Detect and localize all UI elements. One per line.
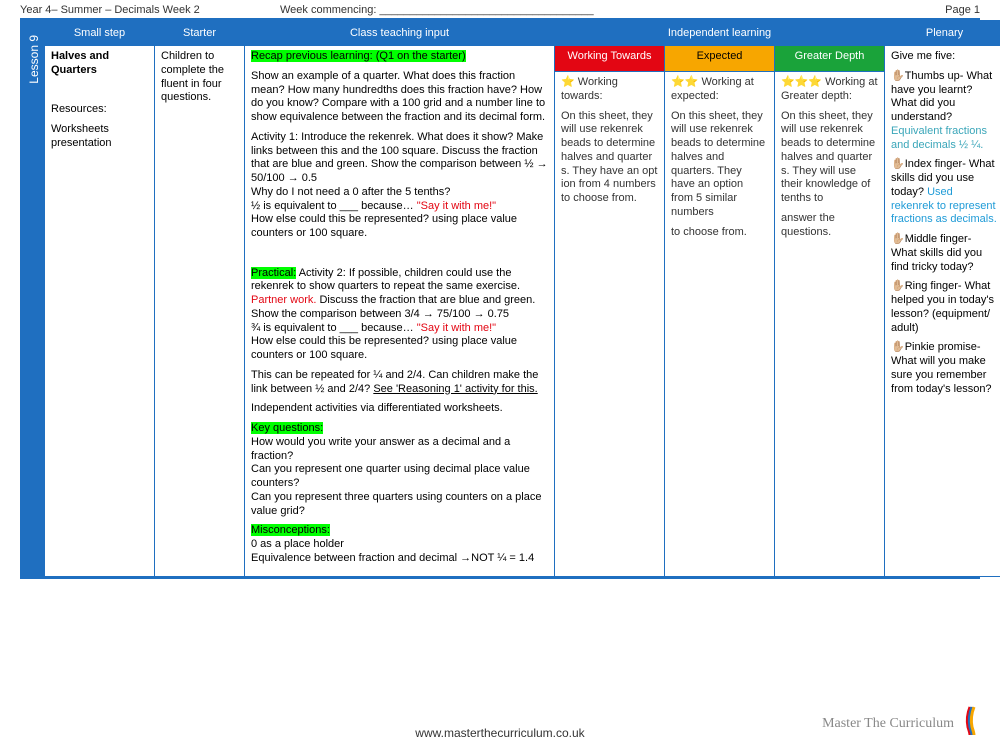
- input-p5: Independent activities via differentiate…: [251, 402, 548, 416]
- class-input-cell: Recap previous learning: (Q1 on the star…: [245, 46, 555, 577]
- mis-highlight: Misconceptions:: [251, 524, 330, 536]
- input-p4: This can be repeated for ¼ and 2/4. Can …: [251, 369, 548, 397]
- starter-cell: Children to complete the fluent in four …: [155, 46, 245, 577]
- lesson-label: Lesson 9: [27, 27, 41, 92]
- plan-table-wrap: Lesson 9 Small step Starter Class teachi…: [20, 18, 980, 579]
- week-line: ___________________________________: [379, 4, 593, 16]
- kq-highlight: Key questions:: [251, 422, 323, 434]
- col-plenary: Plenary: [885, 21, 1000, 46]
- plenary-cell: Give me five: ✋🏼Thumbs up- What have you…: [885, 46, 1000, 577]
- brand-logo-icon: [960, 705, 980, 742]
- brand-text: Master The Curriculum: [822, 716, 954, 732]
- page-header: Year 4– Summer – Decimals Week 2 Week co…: [0, 0, 1000, 18]
- small-step-cell: Halves and Quarters Resources: Worksheet…: [45, 46, 155, 577]
- plenary-intro: Give me five:: [891, 50, 998, 64]
- col-class-input: Class teaching input: [245, 21, 555, 46]
- gd-cell: ⭐⭐⭐ Working at Greater depth: On this sh…: [775, 72, 885, 576]
- header-row: Lesson 9 Small step Starter Class teachi…: [23, 21, 1000, 46]
- exp-cell: ⭐⭐ Working at expected: On this sheet, t…: [665, 72, 775, 576]
- recap-highlight: Recap previous learning: (Q1 on the star…: [251, 50, 466, 62]
- week-label: Week commencing:: [280, 4, 376, 16]
- input-p1: Show an example of a quarter. What does …: [251, 70, 548, 125]
- plenary-ring: ✋🏼Ring finger- What helped you in today'…: [891, 280, 998, 335]
- input-p2: Activity 1: Introduce the rekenrek. What…: [251, 131, 548, 241]
- header-left: Year 4– Summer – Decimals Week 2: [20, 4, 280, 16]
- brand: Master The Curriculum: [822, 705, 980, 742]
- small-step-title: Halves and Quarters: [51, 50, 148, 78]
- col-starter: Starter: [155, 21, 245, 46]
- plenary-middle: ✋🏼Middle finger- What skills did you fin…: [891, 233, 998, 274]
- resources-body: Worksheets presentation: [51, 123, 148, 151]
- resources-label: Resources:: [51, 103, 148, 117]
- wt-cell: ⭐ Working towards: On this sheet, they w…: [555, 72, 665, 576]
- wt-header: Working Towards: [555, 46, 665, 72]
- plan-table: Lesson 9 Small step Starter Class teachi…: [22, 20, 1000, 577]
- header-mid: Week commencing: _______________________…: [280, 4, 880, 16]
- header-right: Page 1: [880, 4, 980, 16]
- exp-header: Expected: [665, 46, 775, 72]
- starter-text: Children to complete the fluent in four …: [161, 50, 238, 105]
- plenary-pinkie: ✋🏼Pinkie promise- What will you make sur…: [891, 341, 998, 396]
- input-p3: Practical: Activity 2: If possible, chil…: [251, 267, 548, 363]
- col-small-step: Small step: [45, 21, 155, 46]
- gd-header: Greater Depth: [775, 46, 885, 72]
- independent-subheader-row: Halves and Quarters Resources: Worksheet…: [23, 46, 1000, 72]
- col-independent: Independent learning: [555, 21, 885, 46]
- lesson-side: Lesson 9: [23, 21, 45, 577]
